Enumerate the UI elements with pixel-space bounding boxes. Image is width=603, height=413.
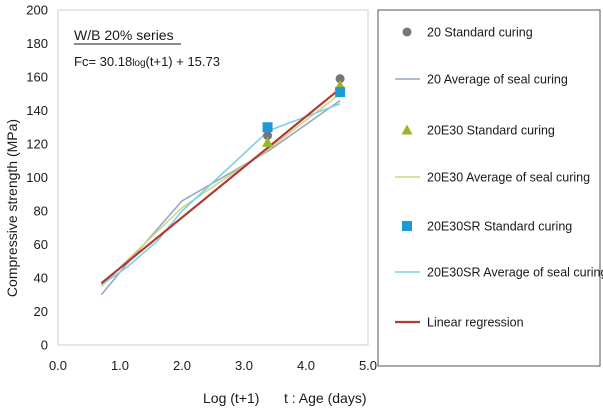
data-point (335, 87, 346, 98)
series-lines (100, 87, 341, 296)
x-axis-age-note: t : Age (days) (284, 390, 366, 406)
x-tick-label: 1.0 (111, 358, 129, 373)
series-line (100, 103, 341, 286)
plot-area-frame (57, 9, 369, 346)
x-tick-label: 2.0 (173, 358, 191, 373)
y-tick-label: 140 (26, 103, 48, 118)
legend-box (377, 9, 601, 367)
data-point (263, 131, 273, 141)
data-point (335, 74, 345, 84)
y-tick-label: 60 (34, 237, 48, 252)
x-tick-label: 3.0 (235, 358, 253, 373)
legend-entry-label: 20 Standard curing (427, 26, 533, 40)
y-tick-label: 120 (26, 137, 48, 152)
data-point (262, 122, 273, 133)
y-axis-label: Compressive strength (MPa) (4, 119, 20, 297)
regression-equation: Fc= 30.18log(t+1) + 15.73 (74, 54, 220, 69)
legend-entry-label: Linear regression (427, 316, 524, 330)
legend: 20 Standard curing 20 Average of seal cur… (395, 26, 603, 330)
x-axis-label: Log (t+1) (203, 390, 259, 406)
legend-marker-swatch (401, 124, 413, 135)
x-tick-label: 4.0 (297, 358, 315, 373)
series-line (100, 99, 341, 296)
x-axis: 0.0 1.0 2.0 3.0 4.0 5.0 (49, 358, 377, 373)
regression-line (100, 87, 341, 285)
y-axis: 0 20 40 60 80 100 120 140 160 180 200 (26, 3, 48, 353)
y-tick-label: 200 (26, 3, 48, 18)
legend-entry-label: 20E30 Standard curing (427, 124, 555, 138)
legend-marker-swatch (402, 27, 412, 37)
x-tick-label: 0.0 (49, 358, 67, 373)
y-tick-label: 180 (26, 36, 48, 51)
x-tick-label: 5.0 (359, 358, 377, 373)
legend-entry-label: 20 Average of seal curing (427, 73, 568, 87)
y-tick-label: 100 (26, 170, 48, 185)
y-tick-label: 20 (34, 304, 48, 319)
legend-entry-label: 20E30SR Average of seal curing (427, 266, 603, 280)
legend-entry-label: 20E30 Average of seal curing (427, 171, 590, 185)
y-tick-label: 80 (34, 204, 48, 219)
data-point (262, 136, 274, 147)
series-title: W/B 20% series (74, 27, 174, 43)
y-tick-label: 0 (41, 338, 48, 353)
y-tick-label: 160 (26, 70, 48, 85)
legend-marker-swatch (402, 221, 412, 231)
y-tick-label: 40 (34, 271, 48, 286)
series-markers (262, 74, 346, 147)
legend-entry-label: 20E30SR Standard curing (427, 220, 572, 234)
